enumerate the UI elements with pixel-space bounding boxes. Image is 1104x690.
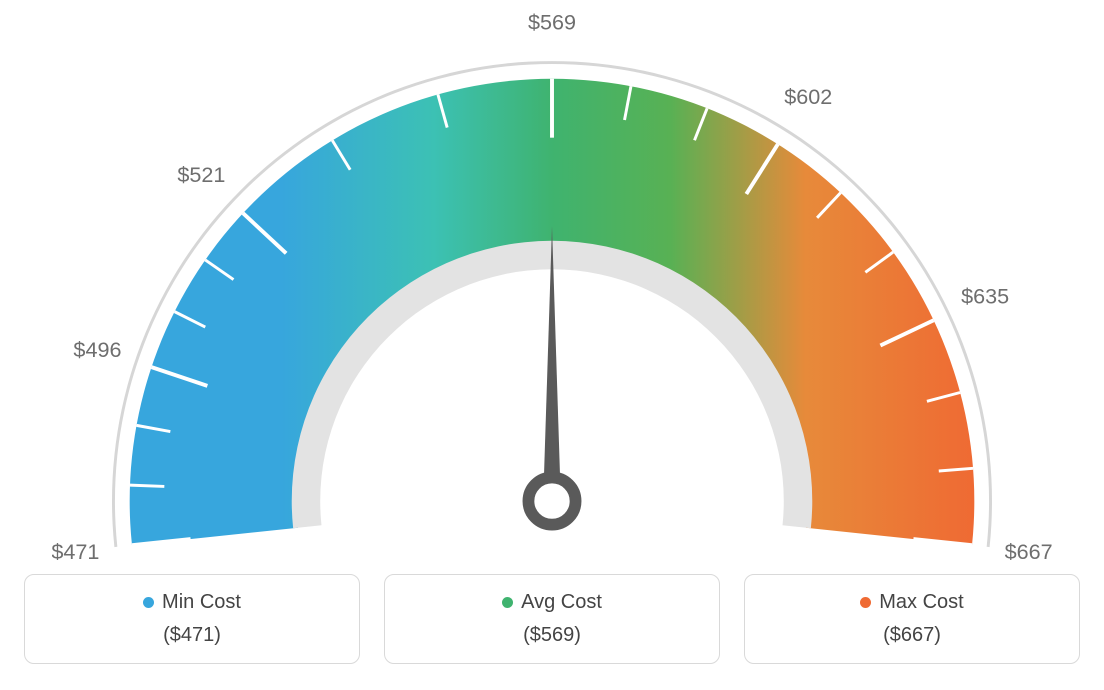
legend-max-value: ($667) (755, 624, 1069, 647)
legend-avg-value: ($569) (395, 624, 709, 647)
legend-row: Min Cost ($471) Avg Cost ($569) Max Cost… (0, 574, 1104, 664)
legend-min-value: ($471) (35, 624, 349, 647)
svg-text:$569: $569 (528, 10, 576, 35)
legend-max-label: Max Cost (879, 591, 963, 614)
svg-text:$471: $471 (52, 539, 99, 560)
legend-min: Min Cost ($471) (24, 574, 360, 664)
legend-avg-header: Avg Cost (395, 591, 709, 614)
svg-text:$521: $521 (177, 162, 225, 187)
legend-avg-label: Avg Cost (521, 591, 602, 614)
dot-icon (860, 597, 871, 608)
legend-min-header: Min Cost (35, 591, 349, 614)
legend-max: Max Cost ($667) (744, 574, 1080, 664)
gauge-svg: $471 $496 $521 $569 $602 $635 $667 (52, 10, 1052, 560)
legend-min-label: Min Cost (162, 591, 241, 614)
svg-text:$635: $635 (961, 284, 1009, 309)
dot-icon (502, 597, 513, 608)
gauge-chart: $471 $496 $521 $569 $602 $635 $667 (0, 0, 1104, 560)
legend-avg: Avg Cost ($569) (384, 574, 720, 664)
svg-text:$602: $602 (784, 84, 832, 109)
legend-max-header: Max Cost (755, 591, 1069, 614)
dot-icon (143, 597, 154, 608)
svg-text:$667: $667 (1005, 539, 1052, 560)
svg-text:$496: $496 (73, 337, 121, 362)
